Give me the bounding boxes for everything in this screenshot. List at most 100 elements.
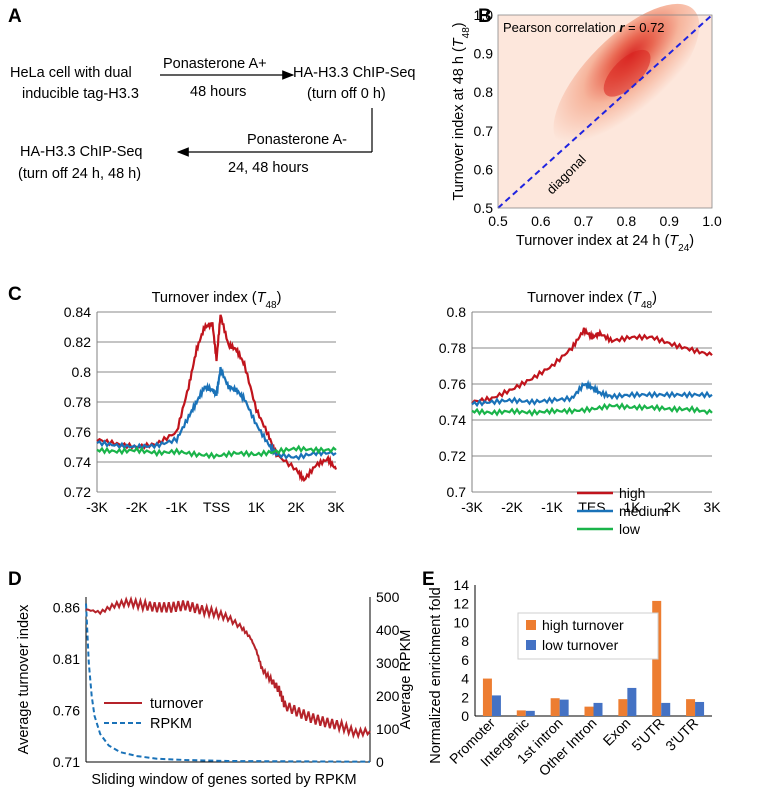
- y-tick-label: 6: [461, 652, 469, 668]
- chip1-text-1: HA-H3.3 ChIP-Seq: [293, 65, 416, 81]
- cell-line-text-1: HeLa cell with dual: [10, 65, 132, 81]
- series-line-low: [471, 402, 713, 418]
- line-chart-tes: 0.7 0.72 0.74 0.76 0.78 0.8 -3K -2K -1K TES 1K 2K 3K…: [439, 290, 721, 537]
- bar-low-turnover: [559, 699, 569, 716]
- step1-top-label: Ponasterone A+: [163, 56, 267, 72]
- y-tick-label: 0.8: [72, 364, 92, 380]
- series-line-turnover: [85, 595, 371, 740]
- legend-label: high turnover: [542, 617, 624, 633]
- x-tick-label: -2K: [501, 499, 523, 515]
- y-tick-label: 0.78: [439, 340, 466, 356]
- y-tick-label: 0.7: [474, 123, 494, 139]
- left-tick-label: 0.71: [53, 754, 80, 770]
- chip2-text-2: (turn off 24 h, 48 h): [18, 166, 141, 182]
- y-tick-label: 14: [453, 577, 469, 593]
- bar-low-turnover: [695, 701, 705, 716]
- x-tick-label: 0.9: [659, 213, 679, 229]
- bar-low-turnover: [627, 687, 637, 716]
- legend-swatch: [526, 620, 536, 630]
- legend-label-high: high: [619, 485, 645, 501]
- category-label: 3'UTR: [662, 715, 701, 754]
- y-axis-title: Normalized enrichment fold: [428, 587, 444, 764]
- legend-label: low turnover: [542, 637, 619, 653]
- y-tick-label: 0.72: [439, 448, 466, 464]
- y-tick-label: 0.6: [474, 161, 494, 177]
- x-tick-label: 0.6: [531, 213, 551, 229]
- y-tick-label: 0.76: [64, 424, 91, 440]
- y-tick-label: 2: [461, 689, 469, 705]
- legend-label-low: low: [619, 521, 641, 537]
- x-tick-label: 0.5: [488, 213, 508, 229]
- x-tick-label: 1K: [248, 499, 266, 515]
- panel-label-a: A: [8, 6, 22, 27]
- bar-high-turnover: [482, 678, 492, 716]
- y-tick-label: 0.76: [439, 376, 466, 392]
- bar-high-turnover: [584, 706, 594, 716]
- step2-top-label: Ponasterone A-: [247, 132, 347, 148]
- bar-low-turnover: [661, 702, 671, 716]
- panel-label-b: B: [478, 6, 492, 27]
- step2-bottom-label: 24, 48 hours: [228, 160, 309, 176]
- x-tick-label: -2K: [126, 499, 148, 515]
- cell-line-text-2: inducible tag-H3.3: [22, 86, 139, 102]
- right-axis-title: Average RPKM: [398, 630, 414, 730]
- right-tick-label: 200: [376, 688, 400, 704]
- x-tick-label: -3K: [86, 499, 108, 515]
- series-line-medium: [96, 366, 337, 461]
- right-tick-label: 0: [376, 754, 384, 770]
- bar-low-turnover: [593, 702, 603, 716]
- chip1-text-2: (turn off 0 h): [307, 86, 386, 102]
- pearson-annotation: Pearson correlation r = 0.72: [503, 20, 665, 35]
- y-tick-label: 0.74: [439, 412, 466, 428]
- y-tick-label: 0: [461, 708, 469, 724]
- bar-high-turnover: [618, 699, 628, 716]
- density-peak: [603, 49, 651, 97]
- x-tick-label: 2K: [663, 499, 681, 515]
- left-tick-label: 0.81: [53, 651, 80, 667]
- left-tick-label: 0.86: [53, 599, 80, 615]
- y-tick-label: 1.0: [474, 7, 494, 23]
- chart-title: Turnover index (T48): [152, 290, 282, 311]
- y-tick-label: 0.7: [447, 484, 467, 500]
- right-tick-label: 500: [376, 589, 400, 605]
- y-tick-label: 12: [453, 596, 469, 612]
- y-axis-title: Turnover index at 48 h (T48): [451, 22, 472, 200]
- series-line-RPKM: [85, 603, 371, 763]
- x-tick-label: -1K: [541, 499, 563, 515]
- x-tick-label: 1.0: [702, 213, 722, 229]
- dual-axis-line-chart: 0.71 0.76 0.81 0.86 0 100 200 300 400 500 turnover…: [16, 589, 414, 788]
- left-axis-title: Average turnover index: [16, 604, 32, 754]
- x-tick-label: TSS: [203, 499, 230, 515]
- y-tick-label: 0.78: [64, 394, 91, 410]
- bar-low-turnover: [491, 695, 501, 716]
- x-tick-label: 3K: [327, 499, 345, 515]
- panel-label-c: C: [8, 284, 22, 305]
- legend-label-RPKM: RPKM: [150, 716, 192, 732]
- y-tick-label: 0.84: [64, 304, 91, 320]
- series-line-high: [96, 314, 338, 483]
- line-chart-tss: 0.72 0.74 0.76 0.78 0.8 0.82 0.84 -3K -2K -1K TSS 1…: [64, 290, 345, 515]
- x-tick-label: 2K: [288, 499, 306, 515]
- bar-high-turnover: [686, 699, 696, 716]
- left-tick-label: 0.76: [53, 702, 80, 718]
- x-axis-title: Sliding window of genes sorted by RPKM: [91, 772, 356, 788]
- bar-high-turnover: [516, 710, 526, 716]
- panel-label-e: E: [422, 569, 435, 590]
- series-line-high: [471, 326, 713, 405]
- chart-title: Turnover index (T48): [527, 290, 657, 311]
- legend-label-medium: medium: [619, 503, 669, 519]
- right-tick-label: 400: [376, 622, 400, 638]
- chip2-text-1: HA-H3.3 ChIP-Seq: [20, 144, 143, 160]
- y-tick-label: 0.9: [474, 46, 494, 62]
- legend-swatch: [526, 640, 536, 650]
- y-tick-label: 10: [453, 614, 469, 630]
- y-tick-label: 0.74: [64, 454, 91, 470]
- bar-low-turnover: [525, 710, 535, 716]
- x-tick-label: 0.7: [574, 213, 594, 229]
- x-axis-title: Turnover index at 24 h (T24): [516, 233, 694, 254]
- x-tick-label: 3K: [703, 499, 721, 515]
- y-tick-label: 0.72: [64, 484, 91, 500]
